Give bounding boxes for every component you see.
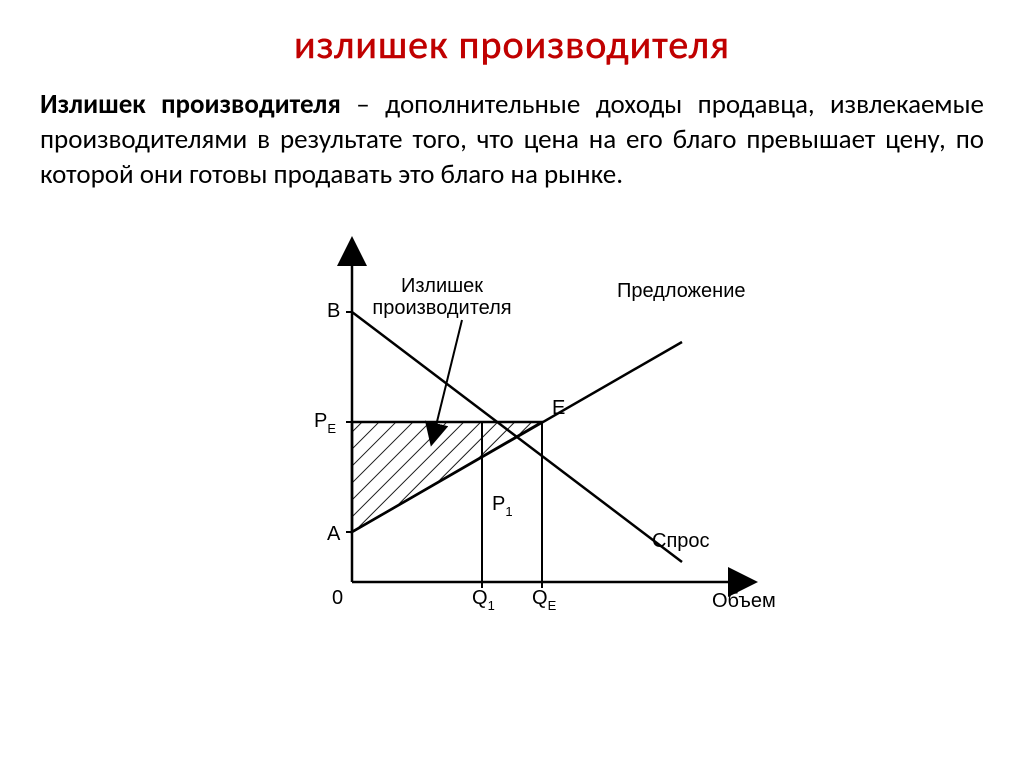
producer-surplus-chart: A B PE E Q1 QE P1 0 Излишекпроизводителя Предложе… bbox=[232, 212, 792, 632]
svg-text:Q1: Q1 bbox=[472, 587, 495, 613]
svg-text:Предложение: Предложение bbox=[617, 280, 746, 302]
svg-text:PE: PE bbox=[314, 410, 336, 436]
svg-text:E: E bbox=[552, 397, 565, 419]
svg-text:Спрос: Спрос bbox=[652, 530, 710, 552]
svg-text:A: A bbox=[327, 523, 341, 545]
definition-paragraph: Излишек производителя – дополнительные д… bbox=[40, 87, 984, 192]
svg-text:Объем: Объем bbox=[712, 590, 776, 612]
svg-text:0: 0 bbox=[332, 587, 343, 609]
svg-text:производителя: производителя bbox=[372, 297, 511, 319]
page-title: излишек производителя bbox=[40, 20, 984, 69]
chart-container: A B PE E Q1 QE P1 0 Излишекпроизводителя Предложе… bbox=[40, 212, 984, 632]
svg-text:QE: QE bbox=[532, 587, 557, 613]
svg-text:P1: P1 bbox=[492, 493, 513, 519]
svg-text:Излишек: Излишек bbox=[401, 275, 483, 297]
definition-term: Излишек производителя bbox=[40, 88, 341, 121]
svg-text:B: B bbox=[327, 300, 340, 322]
